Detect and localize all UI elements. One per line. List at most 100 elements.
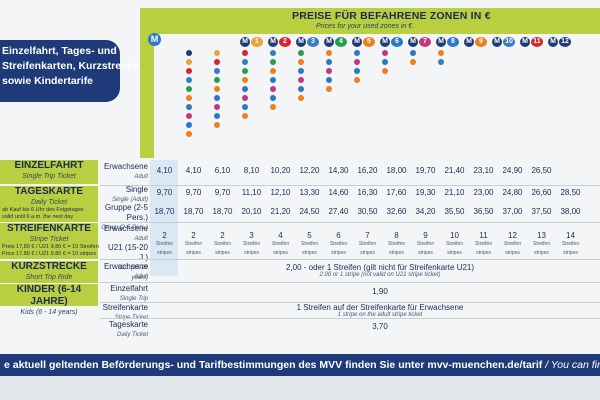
kinder-single-label: Einzelfahrt Single Trip <box>110 284 148 302</box>
m-badge-icon: M <box>464 37 474 47</box>
zone-dot-icon <box>270 50 276 56</box>
kinder-title: KINDER (6-14 JAHRE) <box>16 284 82 307</box>
zone-dot-icon <box>382 68 388 74</box>
streifenkarte-u21-label: U21 (15-20 J.) U21 (15-20 years) <box>107 243 148 281</box>
price-cell: 35,50 <box>444 207 465 216</box>
price-cell: 18,70 <box>183 207 204 216</box>
price-cell: 34,20 <box>415 207 436 216</box>
zone-dot-icon <box>186 68 192 74</box>
zone-dot-icon <box>214 77 220 83</box>
stripe-cell: 11 Streifen stripes <box>469 231 498 258</box>
streifenkarte-title: STREIFENKARTE <box>7 223 91 234</box>
stripe-unit-label-en: stripes <box>389 250 404 256</box>
price-cell: 12,10 <box>270 188 291 197</box>
price-cell: 23,10 <box>473 166 494 175</box>
banner-line: Einzelfahrt, Tages- und <box>2 45 117 57</box>
stripe-unit-label: Streifen <box>387 241 406 247</box>
kinder-stripe-text: 1 Streifen auf der Streifenkarte für Erw… <box>296 303 464 318</box>
stripe-cell: 13 Streifen stripes <box>527 231 556 258</box>
stripe-unit-label-en: stripes <box>534 250 549 256</box>
blue-column <box>150 160 178 276</box>
zone-dot-icon <box>242 86 248 92</box>
footer-banner: e aktuell geltenden Beförderungs- und Ta… <box>0 354 600 376</box>
zone-number: 12 <box>559 37 571 47</box>
stripe-unit-label-en: stripes <box>360 250 375 256</box>
m-badge-icon: M <box>240 37 250 47</box>
zone-number: 9 <box>475 37 487 47</box>
price-cell: 38,00 <box>560 207 581 216</box>
zone-dot-icon <box>186 131 192 137</box>
zone-dot-column <box>352 50 380 86</box>
zone-dot-icon <box>326 86 332 92</box>
zone-dot-icon <box>326 59 332 65</box>
zone-dot-icon <box>270 77 276 83</box>
stripe-unit-label: Streifen <box>445 241 464 247</box>
price-cell: 18,00 <box>386 166 407 175</box>
divider <box>100 282 600 283</box>
stripe-unit-label-en: stripes <box>244 250 259 256</box>
price-cell: 32,60 <box>386 207 407 216</box>
stripe-unit-label-en: stripes <box>505 250 520 256</box>
zone-dot-column <box>324 50 352 95</box>
m-badge-icon: M <box>548 37 558 47</box>
einzelfahrt-subtitle: Single Trip Ticket <box>22 173 76 180</box>
price-cell: 28,50 <box>560 188 581 197</box>
zone-dot-icon <box>438 50 444 56</box>
streifenkarte-subtitle: Stripe Ticket <box>29 236 69 243</box>
price-cell: 18,70 <box>212 207 233 216</box>
kurzstrecke-title: KURZSTRECKE <box>11 261 87 272</box>
stripe-unit-label-en: stripes <box>476 250 491 256</box>
price-cell: 11,10 <box>241 188 262 197</box>
price-cell: 12,20 <box>299 166 320 175</box>
stripe-cell: 4 Streifen stripes <box>266 231 295 258</box>
zone-dot-icon <box>326 77 332 83</box>
zone-dot-icon <box>354 77 360 83</box>
price-cell: 21,10 <box>444 188 465 197</box>
divider <box>100 302 600 303</box>
kurzstrecke-adult-label: Erwachsene Adult <box>103 262 148 280</box>
einzelfahrt-title: EINZELFAHRT <box>14 160 84 171</box>
stripe-unit-label-en: stripes <box>447 250 462 256</box>
zone-dot-column <box>408 50 436 68</box>
stripe-cell: 14 Streifen stripes <box>556 231 585 258</box>
price-cell: 18,70 <box>154 207 175 216</box>
price-cell: 8,10 <box>243 166 260 175</box>
kinder-label: KINDER (6-14 JAHRE) Kids (6 - 14 years) <box>0 284 98 316</box>
price-cell: 30,50 <box>357 207 378 216</box>
zone-dot-column <box>296 50 324 104</box>
price-cell: 4,10 <box>156 166 173 175</box>
price-cell: 6,10 <box>214 166 231 175</box>
price-cell: 19,70 <box>415 166 436 175</box>
banner-line: sowie Kindertarife <box>2 75 94 87</box>
tageskarte-group-label: Gruppe (2-5 Pers.) Group (2-5 Pers.) <box>101 203 148 231</box>
zone-dot-icon <box>214 122 220 128</box>
streifenkarte-note: Preis 17,80 € / U21 9,80 € = 10 Streifen <box>2 244 99 250</box>
streifenkarte-label: STREIFENKARTE Stripe Ticket Preis 17,80 … <box>0 223 99 259</box>
m-badge-icon: M <box>436 37 446 47</box>
zone-dot-column <box>436 50 464 68</box>
zone-dot-icon <box>214 68 220 74</box>
stripe-unit-label: Streifen <box>329 241 348 247</box>
stripe-cell: 10 Streifen stripes <box>440 231 469 258</box>
zone-dot-icon <box>242 77 248 83</box>
zone-dot-icon <box>410 59 416 65</box>
price-table-title: PREISE FÜR BEFAHRENE ZONEN IN € <box>292 10 491 22</box>
divider <box>100 222 600 223</box>
price-cell: 19,30 <box>415 188 436 197</box>
stripe-unit-label: Streifen <box>300 241 319 247</box>
stripe-unit-label: Streifen <box>242 241 261 247</box>
zone-number: 11 <box>531 37 543 47</box>
tageskarte-single-label: Single Single (Adult) <box>111 185 148 203</box>
zone-dot-icon <box>270 104 276 110</box>
m-badge-icon: M <box>352 37 362 47</box>
zone-dot-column <box>240 50 268 122</box>
stripe-unit-label: Streifen <box>213 241 232 247</box>
price-cell: 9,70 <box>156 188 173 197</box>
zone-dot-icon <box>382 59 388 65</box>
zone-dot-icon <box>186 59 192 65</box>
zone-number: 8 <box>447 37 459 47</box>
